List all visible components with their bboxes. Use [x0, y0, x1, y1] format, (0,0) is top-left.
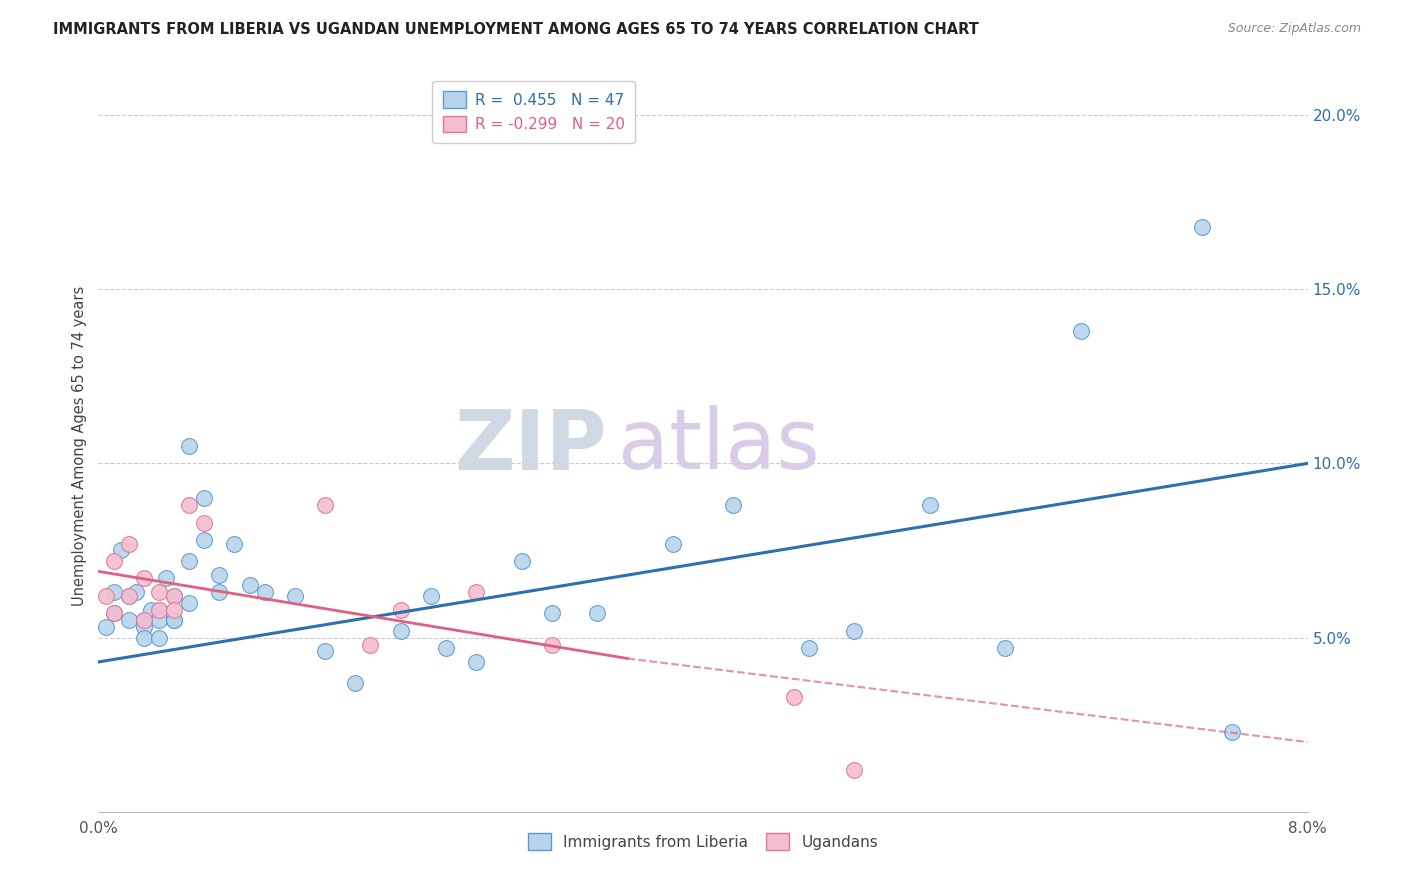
Text: IMMIGRANTS FROM LIBERIA VS UGANDAN UNEMPLOYMENT AMONG AGES 65 TO 74 YEARS CORREL: IMMIGRANTS FROM LIBERIA VS UGANDAN UNEMP…	[53, 22, 980, 37]
Point	[163, 603, 186, 617]
Point	[540, 606, 562, 620]
Point	[132, 613, 155, 627]
Point	[193, 516, 215, 530]
Point	[844, 624, 866, 638]
Point	[465, 585, 488, 599]
Text: Source: ZipAtlas.com: Source: ZipAtlas.com	[1227, 22, 1361, 36]
Point	[253, 585, 276, 599]
Point	[103, 585, 125, 599]
Point	[163, 613, 186, 627]
Text: atlas: atlas	[619, 406, 820, 486]
Point	[208, 567, 231, 582]
Point	[661, 536, 683, 550]
Point	[103, 554, 125, 568]
Point	[94, 589, 117, 603]
Point	[1070, 324, 1092, 338]
Point	[179, 439, 201, 453]
Point	[360, 638, 382, 652]
Point	[314, 498, 336, 512]
Point	[314, 644, 336, 658]
Point	[239, 578, 262, 592]
Point	[118, 589, 141, 603]
Point	[179, 596, 201, 610]
Point	[132, 571, 155, 585]
Point	[163, 589, 186, 603]
Point	[163, 589, 186, 603]
Point	[783, 690, 806, 704]
Point	[284, 589, 307, 603]
Point	[148, 603, 170, 617]
Point	[586, 606, 609, 620]
Point	[1220, 724, 1243, 739]
Point	[148, 585, 170, 599]
Point	[155, 571, 177, 585]
Point	[1191, 219, 1213, 234]
Point	[118, 536, 141, 550]
Point	[163, 613, 186, 627]
Point	[132, 631, 155, 645]
Point	[118, 613, 141, 627]
Point	[434, 640, 457, 655]
Point	[844, 763, 866, 777]
Point	[141, 603, 163, 617]
Point	[797, 640, 820, 655]
Point	[193, 533, 215, 547]
Point	[389, 603, 412, 617]
Point	[125, 585, 148, 599]
Point	[224, 536, 246, 550]
Point	[723, 498, 745, 512]
Point	[179, 554, 201, 568]
Point	[132, 613, 155, 627]
Point	[994, 640, 1017, 655]
Point	[103, 606, 125, 620]
Point	[132, 620, 155, 634]
Point	[344, 676, 367, 690]
Point	[465, 655, 488, 669]
Point	[510, 554, 533, 568]
Point	[110, 543, 132, 558]
Point	[118, 589, 141, 603]
Point	[103, 606, 125, 620]
Point	[420, 589, 443, 603]
Text: ZIP: ZIP	[454, 406, 606, 486]
Point	[179, 498, 201, 512]
Point	[540, 638, 562, 652]
Point	[208, 585, 231, 599]
Point	[148, 613, 170, 627]
Point	[148, 603, 170, 617]
Legend: Immigrants from Liberia, Ugandans: Immigrants from Liberia, Ugandans	[519, 824, 887, 859]
Point	[193, 491, 215, 506]
Y-axis label: Unemployment Among Ages 65 to 74 years: Unemployment Among Ages 65 to 74 years	[72, 285, 87, 607]
Point	[918, 498, 941, 512]
Point	[389, 624, 412, 638]
Point	[148, 631, 170, 645]
Point	[94, 620, 117, 634]
